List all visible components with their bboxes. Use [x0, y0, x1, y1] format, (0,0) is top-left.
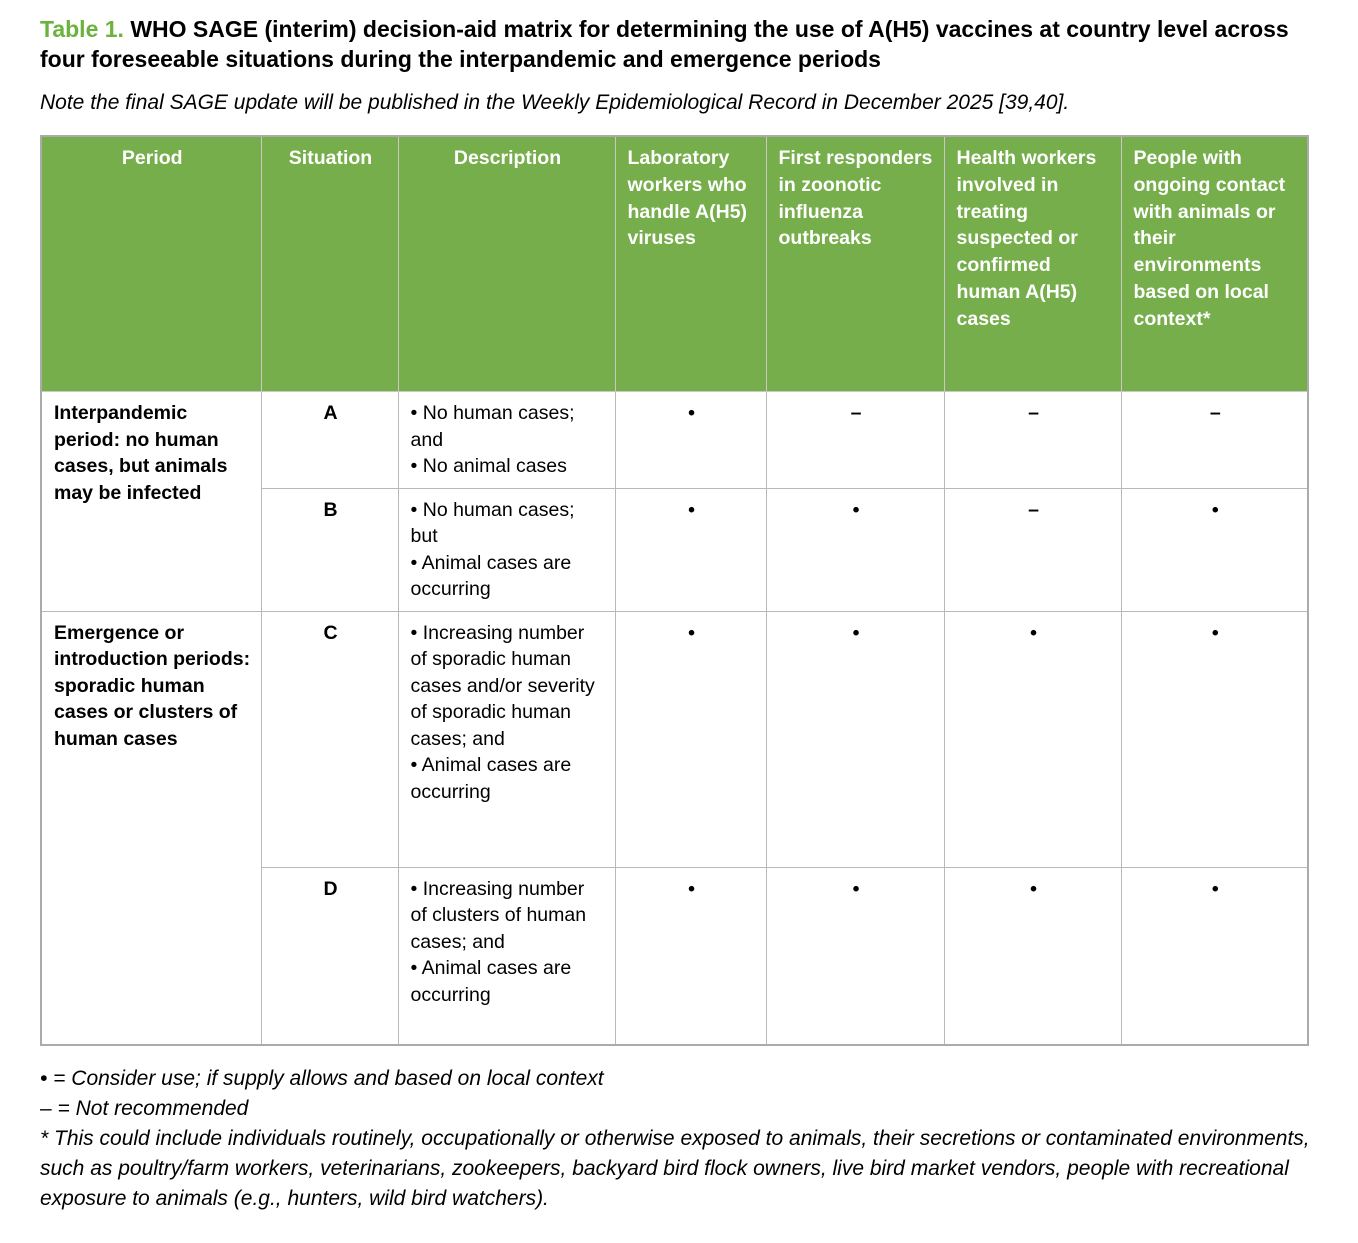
- column-header-laboratory-workers: Laboratory workers who handle A(H5) viru…: [614, 135, 767, 393]
- marker-cell-people-contact: •: [1120, 487, 1309, 612]
- column-header-people-with-animal-contact: People with ongoing contact with animals…: [1120, 135, 1309, 393]
- legend-consider-use: • = Consider use; if supply allows and b…: [40, 1067, 604, 1091]
- description-cell: • No human cases; and • No animal cases: [397, 391, 616, 489]
- marker-cell-people-contact: –: [1120, 391, 1309, 489]
- legend-asterisk-note: * This could include individuals routine…: [40, 1126, 1310, 1210]
- column-header-health-workers: Health workers involved in treating susp…: [943, 135, 1122, 393]
- legend-not-recommended: – = Not recommended: [40, 1097, 249, 1121]
- page-title: Table 1. WHO SAGE (interim) decision-aid…: [40, 14, 1292, 75]
- marker-cell-people-contact: •: [1120, 866, 1309, 1046]
- situation-cell: D: [260, 866, 399, 1046]
- marker-cell-health-workers: •: [943, 610, 1122, 868]
- column-header-period: Period: [40, 135, 262, 393]
- marker-cell-laboratory: •: [614, 391, 767, 489]
- description-cell: • No human cases; but • Animal cases are…: [397, 487, 616, 612]
- period-cell-emergence: Emergence or introduction periods: spora…: [40, 610, 262, 1046]
- table-row-situation-b: B • No human cases; but • Animal cases a…: [41, 487, 1309, 612]
- marker-cell-people-contact: •: [1120, 610, 1309, 868]
- marker-cell-first-responders: •: [765, 866, 945, 1046]
- situation-cell: A: [260, 391, 399, 489]
- marker-cell-health-workers: –: [943, 391, 1122, 489]
- table-row-situation-d: D • Increasing number of clusters of hum…: [41, 866, 1309, 1046]
- table-row-situation-a: Interpandemic period: no human cases, bu…: [40, 391, 1309, 612]
- situation-cell: C: [260, 610, 399, 868]
- table-title-text: WHO SAGE (interim) decision-aid matrix f…: [40, 16, 1289, 73]
- situation-cell: B: [260, 487, 399, 612]
- header-row: Period Situation Description Laboratory …: [40, 135, 1309, 393]
- marker-cell-first-responders: •: [765, 610, 945, 868]
- marker-cell-laboratory: •: [614, 610, 767, 868]
- marker-cell-health-workers: •: [943, 866, 1122, 1046]
- marker-cell-first-responders: –: [765, 391, 945, 489]
- publication-note: Note the final SAGE update will be publi…: [40, 90, 1070, 114]
- marker-cell-laboratory: •: [614, 487, 767, 612]
- table-number-label: Table 1.: [40, 16, 124, 42]
- column-header-first-responders: First responders in zoonotic influenza o…: [765, 135, 945, 393]
- marker-cell-first-responders: •: [765, 487, 945, 612]
- marker-cell-health-workers: –: [943, 487, 1122, 612]
- column-header-description: Description: [397, 135, 616, 393]
- description-cell: • Increasing number of clusters of human…: [397, 866, 616, 1046]
- table-footnotes: • = Consider use; if supply allows and b…: [40, 1064, 1318, 1213]
- table-row-situation-c: Emergence or introduction periods: spora…: [40, 610, 1309, 1046]
- period-cell-interpandemic: Interpandemic period: no human cases, bu…: [40, 391, 262, 612]
- decision-aid-matrix-table: Period Situation Description Laboratory …: [40, 134, 1309, 1047]
- description-cell: • Increasing number of sporadic human ca…: [397, 610, 616, 868]
- column-header-situation: Situation: [260, 135, 399, 393]
- marker-cell-laboratory: •: [614, 866, 767, 1046]
